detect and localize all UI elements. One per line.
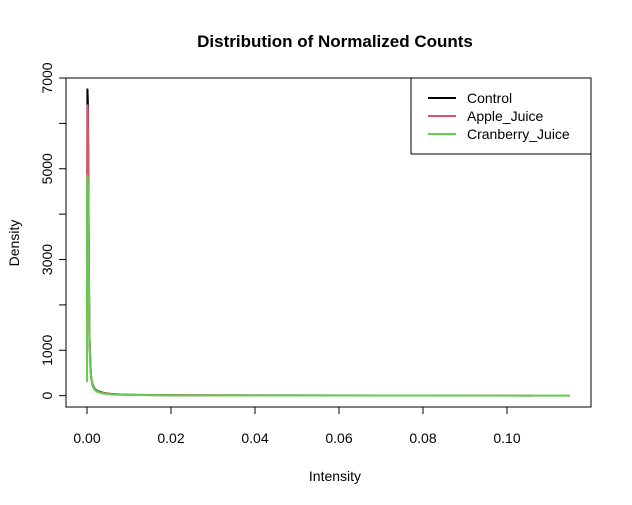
- legend-label: Apple_Juice: [467, 108, 543, 124]
- x-tick-label: 0.06: [325, 430, 352, 446]
- x-axis: 0.00 0.02 0.04 0.06 0.08 0.10: [73, 406, 521, 446]
- legend: Control Apple_Juice Cranberry_Juice: [410, 77, 592, 155]
- series-line: [86, 174, 571, 397]
- x-tick-label: 0.10: [493, 430, 520, 446]
- y-tick-label: 1000: [39, 334, 55, 365]
- legend-label: Control: [467, 90, 512, 106]
- y-tick-label: 3000: [39, 244, 55, 275]
- x-tick-label: 0.08: [409, 430, 436, 446]
- x-tick-label: 0.04: [241, 430, 268, 446]
- x-tick-label: 0.02: [157, 430, 184, 446]
- y-axis-label: Density: [6, 220, 22, 267]
- y-axis: 0 1000 3000 5000 7000: [39, 62, 67, 400]
- y-tick-label: 7000: [39, 62, 55, 93]
- x-axis-label: Intensity: [309, 468, 361, 484]
- y-tick-label: 0: [39, 392, 55, 400]
- series-lines: [86, 88, 571, 397]
- chart-title: Distribution of Normalized Counts: [197, 32, 473, 51]
- x-tick-label: 0.00: [73, 430, 100, 446]
- legend-label: Cranberry_Juice: [467, 126, 570, 142]
- y-tick-label: 5000: [39, 153, 55, 184]
